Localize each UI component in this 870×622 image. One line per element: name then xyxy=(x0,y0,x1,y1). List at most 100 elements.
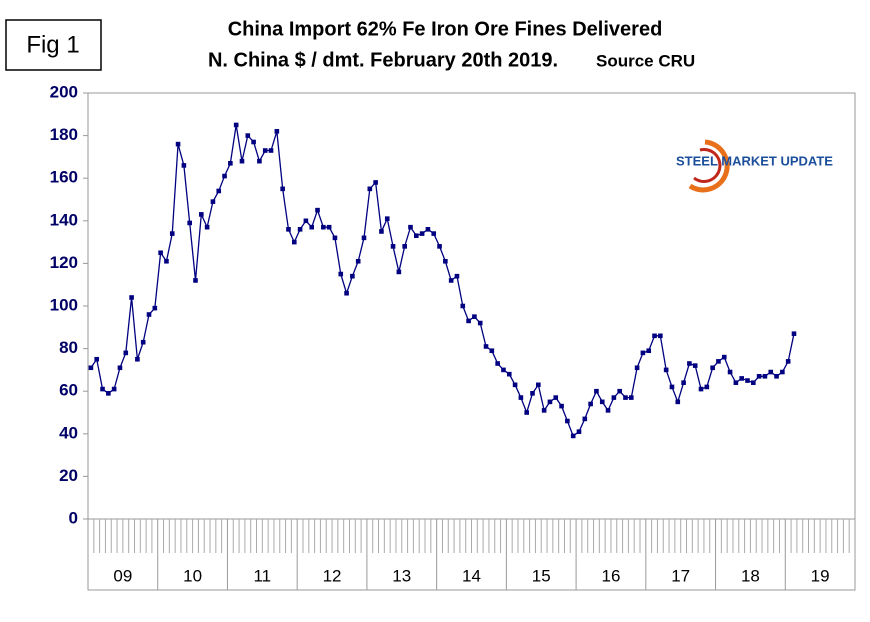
point-marker xyxy=(419,231,425,236)
logo-swirl xyxy=(688,139,730,193)
point-marker xyxy=(472,314,477,319)
logo-text: STEEL MARKET UPDATE xyxy=(676,153,833,168)
y-tick-label: 120 xyxy=(50,253,78,272)
point-marker xyxy=(745,378,750,383)
point-marker xyxy=(559,403,564,409)
y-tick-label: 140 xyxy=(50,210,78,229)
point-marker xyxy=(675,399,681,405)
point-marker xyxy=(280,186,285,192)
point-marker xyxy=(117,365,123,371)
point-marker xyxy=(437,244,442,249)
x-tick-label: 19 xyxy=(811,566,830,585)
point-marker xyxy=(710,365,715,371)
x-tick-label: 13 xyxy=(392,566,411,585)
point-marker xyxy=(669,384,675,390)
point-marker xyxy=(286,227,291,232)
point-marker xyxy=(210,199,216,204)
point-marker xyxy=(739,376,744,381)
point-marker xyxy=(570,433,576,439)
point-marker xyxy=(228,160,233,166)
point-marker xyxy=(303,218,309,224)
point-marker xyxy=(146,312,152,317)
y-tick-label: 160 xyxy=(50,168,78,187)
point-marker xyxy=(135,356,140,362)
point-marker xyxy=(390,244,396,249)
point-marker xyxy=(100,386,105,392)
point-marker xyxy=(768,369,774,375)
point-marker xyxy=(291,239,297,245)
point-marker xyxy=(623,395,628,400)
point-marker xyxy=(791,331,797,336)
point-marker xyxy=(222,173,227,179)
point-marker xyxy=(233,122,239,128)
point-marker xyxy=(315,207,320,213)
point-marker xyxy=(338,271,344,277)
point-marker xyxy=(384,216,390,221)
point-marker xyxy=(396,269,402,275)
point-marker xyxy=(733,380,739,385)
point-marker xyxy=(716,359,721,364)
point-marker xyxy=(599,399,605,405)
point-marker xyxy=(164,258,169,264)
y-tick-label: 80 xyxy=(59,338,78,357)
point-marker xyxy=(477,320,483,326)
y-tick-label: 0 xyxy=(69,508,78,527)
point-marker xyxy=(152,305,158,311)
x-tick-label: 09 xyxy=(113,566,132,585)
point-marker xyxy=(547,399,553,405)
series-line xyxy=(90,124,795,437)
point-marker xyxy=(588,401,593,407)
fig-box xyxy=(5,19,102,71)
point-marker xyxy=(344,290,349,296)
point-marker xyxy=(518,395,524,400)
point-marker xyxy=(454,273,460,279)
point-marker xyxy=(460,303,466,309)
source: Source CRU xyxy=(596,51,695,70)
point-marker xyxy=(652,333,657,339)
point-marker xyxy=(268,148,274,153)
point-marker xyxy=(181,163,187,168)
point-marker xyxy=(774,373,779,379)
logo-swirl xyxy=(693,148,722,183)
point-marker xyxy=(698,386,704,392)
point-marker xyxy=(658,333,663,339)
point-marker xyxy=(506,371,512,377)
point-marker xyxy=(367,186,373,192)
x-tick-label: 11 xyxy=(253,566,271,585)
logo: STEEL MARKET UPDATE xyxy=(676,139,833,193)
point-marker xyxy=(692,363,698,368)
point-marker xyxy=(640,350,646,356)
point-marker xyxy=(756,373,762,379)
point-marker xyxy=(780,369,785,375)
x-tick-label: 15 xyxy=(532,566,551,585)
point-marker xyxy=(251,139,256,145)
point-marker xyxy=(257,158,262,164)
point-marker xyxy=(617,388,622,394)
y-tick-label: 100 xyxy=(50,295,78,314)
point-marker xyxy=(379,229,384,234)
point-marker xyxy=(785,359,791,364)
point-marker xyxy=(88,365,94,371)
point-marker xyxy=(634,365,640,371)
point-marker xyxy=(594,388,599,394)
point-marker xyxy=(199,212,204,217)
y-tick-label: 20 xyxy=(59,466,78,485)
point-marker xyxy=(361,235,367,241)
point-marker xyxy=(611,395,617,400)
point-marker xyxy=(350,273,355,279)
point-marker xyxy=(524,410,530,415)
point-marker xyxy=(111,386,117,392)
point-marker xyxy=(129,295,134,300)
point-marker xyxy=(321,224,326,230)
point-marker xyxy=(646,348,652,354)
point-marker xyxy=(565,418,570,424)
point-marker xyxy=(762,373,768,379)
point-marker xyxy=(431,231,437,236)
chart-title: China Import 62% Fe Iron Ore Fines Deliv… xyxy=(228,18,663,40)
point-marker xyxy=(94,356,100,362)
point-marker xyxy=(413,233,419,239)
point-marker xyxy=(512,382,518,388)
x-tick-label: 17 xyxy=(671,566,690,585)
point-marker xyxy=(245,133,251,138)
point-marker xyxy=(751,380,756,385)
